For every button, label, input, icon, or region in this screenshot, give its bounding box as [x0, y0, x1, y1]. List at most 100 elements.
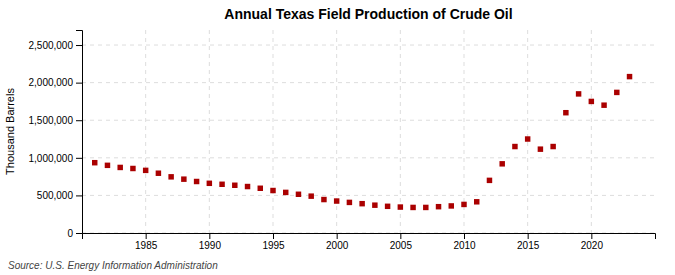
- grid-line-x: [400, 30, 401, 233]
- point: [232, 183, 237, 188]
- point: [474, 199, 479, 204]
- point: [487, 178, 492, 183]
- point: [601, 102, 606, 107]
- y-axis-tick: 0: [67, 228, 82, 239]
- source-note: Source: U.S. Energy Information Administ…: [8, 260, 218, 271]
- grid-line-y: [82, 195, 655, 196]
- y-axis-tick-label: 500,000: [37, 190, 74, 201]
- point: [461, 202, 466, 207]
- x-axis-tick: 1985: [135, 233, 158, 251]
- x-axis-tick-mark: [528, 233, 529, 239]
- point: [207, 181, 212, 186]
- y-axis-tick-mark: [76, 158, 82, 159]
- point: [385, 204, 390, 209]
- y-axis-tick-label: 0: [67, 228, 73, 239]
- point: [436, 204, 441, 209]
- chart: 1985 1990 1995 2000 2005 2010 2015 2020 0 500,000…: [0, 0, 675, 275]
- point: [245, 184, 250, 189]
- plot-area: 1985 1990 1995 2000 2005 2010 2015 2020 0 500,000…: [29, 30, 656, 251]
- x-axis-tick-label: 2000: [326, 240, 349, 251]
- point: [372, 202, 377, 207]
- point: [168, 174, 173, 179]
- grid-line-x: [145, 30, 146, 233]
- y-axis-tick: 2,000,000: [29, 77, 83, 88]
- point: [410, 205, 415, 210]
- y-axis-tick-mark: [76, 195, 82, 196]
- x-axis-tick: 1995: [262, 233, 285, 251]
- y-axis-tick-label: 2,000,000: [29, 77, 74, 88]
- grid-line-y: [82, 120, 655, 121]
- y-axis-tick: 1,000,000: [29, 153, 83, 164]
- point: [181, 176, 186, 181]
- point: [449, 203, 454, 208]
- x-axis-tick-mark: [400, 233, 401, 239]
- x-axis-tick-label: 2015: [517, 240, 540, 251]
- x-axis-tick: 1990: [199, 233, 222, 251]
- x-axis-tick-label: 2010: [453, 240, 476, 251]
- y-axis: 0 500,000 1,000,000 1,500,000 2,000,000 2,500…: [29, 31, 83, 239]
- grid-line-x: [527, 30, 528, 233]
- y-axis-tick-label: 1,000,000: [29, 153, 74, 164]
- point: [219, 182, 224, 187]
- grid-line-y: [82, 82, 655, 83]
- x-axis-tick: 2020: [581, 233, 604, 251]
- x-axis: 1985 1990 1995 2000 2005 2010 2015 2020: [83, 233, 656, 251]
- point: [423, 205, 428, 210]
- y-axis-tick-label: 1,500,000: [29, 115, 74, 126]
- point: [283, 190, 288, 195]
- title: Annual Texas Field Production of Crude O…: [224, 6, 512, 22]
- point: [117, 165, 122, 170]
- y-axis-line: [76, 31, 83, 234]
- x-axis-line: [83, 234, 656, 240]
- point: [296, 192, 301, 197]
- x-axis-tick-mark: [146, 233, 147, 239]
- point: [627, 74, 632, 79]
- point: [398, 204, 403, 209]
- grid-line-y: [82, 157, 655, 158]
- x-axis-tick-mark: [273, 233, 274, 239]
- point: [270, 188, 275, 193]
- point: [499, 161, 504, 166]
- point: [512, 144, 517, 149]
- point: [143, 168, 148, 173]
- x-axis-tick-label: 1990: [199, 240, 222, 251]
- x-axis-tick-mark: [464, 233, 465, 239]
- point: [589, 99, 594, 104]
- point: [92, 160, 97, 165]
- y-axis-tick: 500,000: [37, 190, 82, 201]
- grid: [82, 30, 655, 233]
- y-axis-tick: 1,500,000: [29, 115, 83, 126]
- y-axis-tick-label: 2,500,000: [29, 40, 74, 51]
- grid-line-y: [82, 45, 655, 46]
- point: [321, 197, 326, 202]
- point: [105, 163, 110, 168]
- point: [130, 166, 135, 171]
- x-axis-tick: 2005: [390, 233, 413, 251]
- x-axis-tick-label: 1995: [262, 240, 285, 251]
- point: [347, 200, 352, 205]
- point: [525, 136, 530, 141]
- point: [258, 186, 263, 191]
- point: [359, 201, 364, 206]
- point: [308, 193, 313, 198]
- points: [92, 74, 632, 210]
- y-axis-tick-mark: [76, 83, 82, 84]
- y-axis-title: Thousand Barrels: [4, 88, 16, 175]
- point: [156, 170, 161, 175]
- point: [614, 90, 619, 95]
- point: [576, 91, 581, 96]
- x-axis-tick: 2015: [517, 233, 540, 251]
- y-axis-tick-mark: [76, 45, 82, 46]
- x-axis-tick-label: 2005: [390, 240, 413, 251]
- x-axis-tick-label: 1985: [135, 240, 158, 251]
- x-axis-tick-mark: [591, 233, 592, 239]
- y-axis-tick-mark: [76, 120, 82, 121]
- point: [538, 146, 543, 151]
- x-axis-tick-label: 2020: [581, 240, 604, 251]
- point: [563, 110, 568, 115]
- grid-line-x: [273, 30, 274, 233]
- y-axis-tick-mark: [76, 233, 82, 234]
- point: [550, 144, 555, 149]
- x-axis-tick: 2010: [453, 233, 476, 251]
- point: [334, 198, 339, 203]
